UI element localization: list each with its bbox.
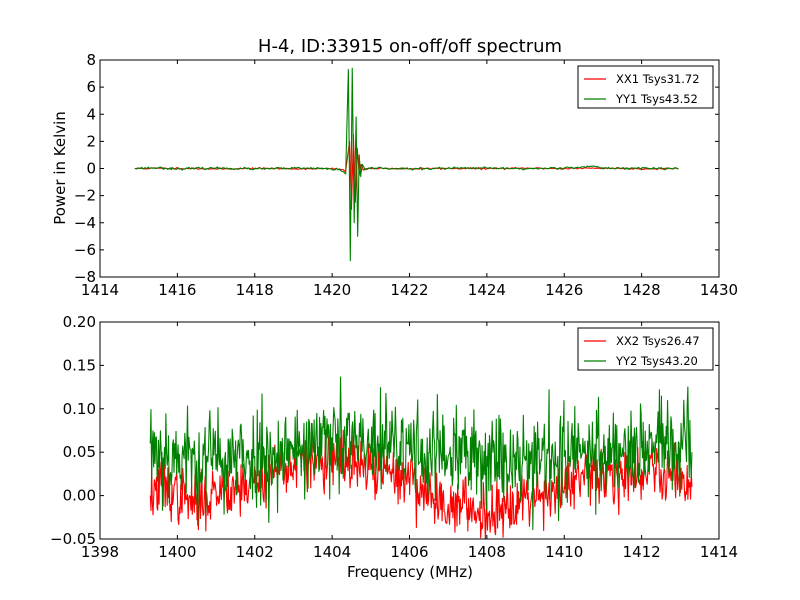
x-tick-label: 1420 [313, 281, 351, 299]
bottom-legend: XX2 Tsys26.47 YY2 Tsys43.20 [577, 327, 714, 371]
legend-entry: YY1 Tsys43.52 [615, 92, 698, 106]
x-tick-label: 1416 [158, 281, 196, 299]
y-tick-label: 4 [86, 105, 96, 123]
x-tick-label: 1404 [313, 543, 351, 561]
y-tick-label: 8 [86, 51, 96, 69]
top-plot-area: 1414 1416 1418 1420 1422 1424 1426 1428 1430 −8 −6… [74, 51, 738, 299]
x-tick-label: 1402 [236, 543, 274, 561]
x-tick-label: 1424 [468, 281, 506, 299]
y-tick-label: 0.15 [63, 356, 96, 374]
x-tick-label: 1414 [700, 543, 738, 561]
bottom-x-axis-label: Frequency (MHz) [347, 563, 473, 581]
x-tick-label: 1410 [545, 543, 583, 561]
y-tick-label: −8 [74, 268, 96, 286]
y-tick-label: 0.05 [63, 443, 96, 461]
x-tick-label: 1398 [81, 543, 119, 561]
x-tick-label: 1406 [390, 543, 428, 561]
y-tick-label: −2 [74, 187, 96, 205]
x-tick-label: 1426 [545, 281, 583, 299]
x-tick-label: 1408 [468, 543, 506, 561]
top-legend: XX1 Tsys31.72 YY1 Tsys43.52 [577, 65, 714, 109]
y-tick-label: 0.20 [63, 313, 96, 331]
y-tick-label: 0.10 [63, 400, 96, 418]
legend-box [577, 327, 714, 371]
y-tick-label: −6 [74, 241, 96, 259]
legend-entry: XX1 Tsys31.72 [616, 72, 700, 86]
legend-box [577, 65, 714, 109]
y-tick-label: −4 [74, 214, 96, 232]
y-tick-label: 6 [86, 78, 96, 96]
x-tick-label: 1428 [623, 281, 661, 299]
legend-entry: XX2 Tsys26.47 [616, 334, 700, 348]
bottom-subplot: Frequency (MHz) 1398 1400 1402 1404 1406 1408… [50, 313, 738, 581]
x-tick-label: 1414 [81, 281, 119, 299]
series-line-top-2 [134, 67, 679, 262]
y-tick-label: −0.05 [50, 530, 96, 548]
x-tick-label: 1418 [236, 281, 274, 299]
bottom-plot-area: 1398 1400 1402 1404 1406 1408 1410 1412 1414 −0.0… [50, 313, 738, 561]
top-subplot: H-4, ID:33915 on-off/off spectrum Power … [51, 36, 738, 299]
top-y-axis-label: Power in Kelvin [51, 111, 69, 225]
legend-entry: YY2 Tsys43.20 [615, 354, 698, 368]
y-tick-label: 0 [86, 160, 96, 178]
series-line-bottom-2 [149, 376, 693, 531]
y-tick-label: 2 [86, 132, 96, 150]
x-tick-label: 1400 [158, 543, 196, 561]
x-tick-label: 1430 [700, 281, 738, 299]
y-tick-label: 0.00 [63, 487, 96, 505]
x-tick-label: 1422 [390, 281, 428, 299]
x-tick-label: 1412 [623, 543, 661, 561]
top-chart-title: H-4, ID:33915 on-off/off spectrum [258, 36, 562, 57]
